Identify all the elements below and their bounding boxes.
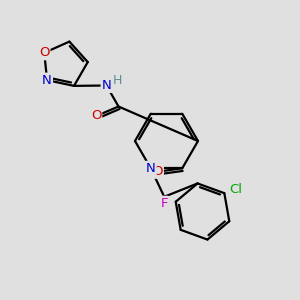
Text: H: H (113, 74, 123, 87)
Text: O: O (152, 165, 163, 178)
Text: O: O (91, 109, 101, 122)
Text: F: F (160, 197, 168, 210)
Text: O: O (39, 46, 50, 59)
Text: N: N (102, 79, 111, 92)
Text: Cl: Cl (229, 183, 242, 196)
Text: N: N (42, 74, 52, 87)
Text: N: N (146, 162, 156, 175)
